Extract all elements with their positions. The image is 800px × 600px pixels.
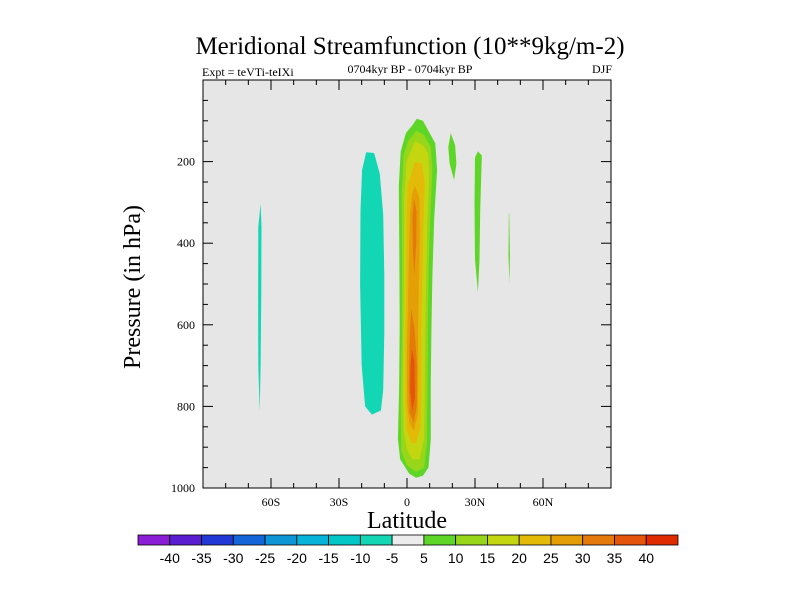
- colorbar-swatch: [169, 534, 202, 546]
- colorbar-swatch: [582, 534, 615, 546]
- colorbar-label: 25: [543, 550, 559, 566]
- contour-region-1: [360, 152, 385, 415]
- colorbar-label: -40: [160, 550, 180, 566]
- x-axis-title: Latitude: [367, 508, 447, 534]
- colorbar-swatch: [455, 534, 488, 546]
- x-tick-label: 30S: [330, 495, 349, 509]
- colorbar-label: -5: [386, 550, 399, 566]
- x-tick-label: 30N: [465, 495, 486, 509]
- x-tick-label: 0: [404, 495, 410, 509]
- colorbar-label: -25: [255, 550, 275, 566]
- colorbar-label: 10: [448, 550, 464, 566]
- contour-region-0: [258, 203, 262, 412]
- y-tick-label: 1000: [171, 481, 195, 495]
- y-tick-label: 200: [177, 155, 195, 169]
- axis-ticks: 60S 30S 0 30N 60N 200 400 600 800 1000: [171, 80, 612, 509]
- colorbar-swatch: [423, 534, 457, 546]
- colorbar-label: -30: [223, 550, 243, 566]
- contour-region-4: [508, 212, 510, 284]
- colorbar-label: -10: [350, 550, 370, 566]
- colorbar-swatch: [328, 534, 361, 546]
- y-tick-label: 600: [177, 318, 195, 332]
- colorbar-label: 35: [607, 550, 623, 566]
- colorbar-swatch: [232, 534, 266, 546]
- contour-region-10: [412, 198, 417, 276]
- colorbar-label: -20: [287, 550, 307, 566]
- colorbar: -40 -35 -30 -25 -20 -15 -10 -5 5 10 15 20 25 30 35 40: [137, 534, 679, 566]
- colorbar-label: -35: [191, 550, 211, 566]
- chart-subtitle-center: 0704kyr BP - 0704kyr BP: [348, 62, 473, 76]
- y-tick-label: 400: [177, 236, 195, 250]
- colorbar-label: -15: [318, 550, 338, 566]
- contour-region-2: [448, 133, 457, 180]
- colorbar-swatch: [359, 534, 393, 546]
- chart-title: Meridional Streamfunction (10**9kg/m-2): [195, 33, 624, 60]
- colorbar-swatch: [201, 534, 234, 546]
- colorbar-label: 40: [638, 550, 654, 566]
- colorbar-swatch: [518, 534, 552, 546]
- contour-region-3: [474, 151, 482, 293]
- y-tick-label: 800: [177, 399, 195, 413]
- colorbar-label: 20: [511, 550, 527, 566]
- colorbar-swatch: [614, 534, 647, 546]
- contour-region-12: [410, 349, 415, 411]
- colorbar-swatch: [550, 534, 584, 546]
- colorbar-label: 5: [420, 550, 428, 566]
- colorbar-swatch: [391, 534, 425, 546]
- x-tick-label: 60S: [262, 495, 281, 509]
- contour-regions: [258, 118, 510, 478]
- x-tick-label: 60N: [533, 495, 554, 509]
- colorbar-label: 30: [575, 550, 591, 566]
- colorbar-swatch: [487, 534, 520, 546]
- colorbar-swatch: [645, 534, 679, 546]
- colorbar-swatch: [137, 534, 171, 546]
- colorbar-swatch: [264, 534, 298, 546]
- colorbar-swatch: [296, 534, 329, 546]
- chart-subtitle-right: DJF: [592, 62, 612, 76]
- y-axis-title: Pressure (in hPa): [120, 205, 146, 369]
- colorbar-label: 15: [480, 550, 496, 566]
- chart-subtitle-left: Expt = teVTi-teIXi: [202, 65, 294, 79]
